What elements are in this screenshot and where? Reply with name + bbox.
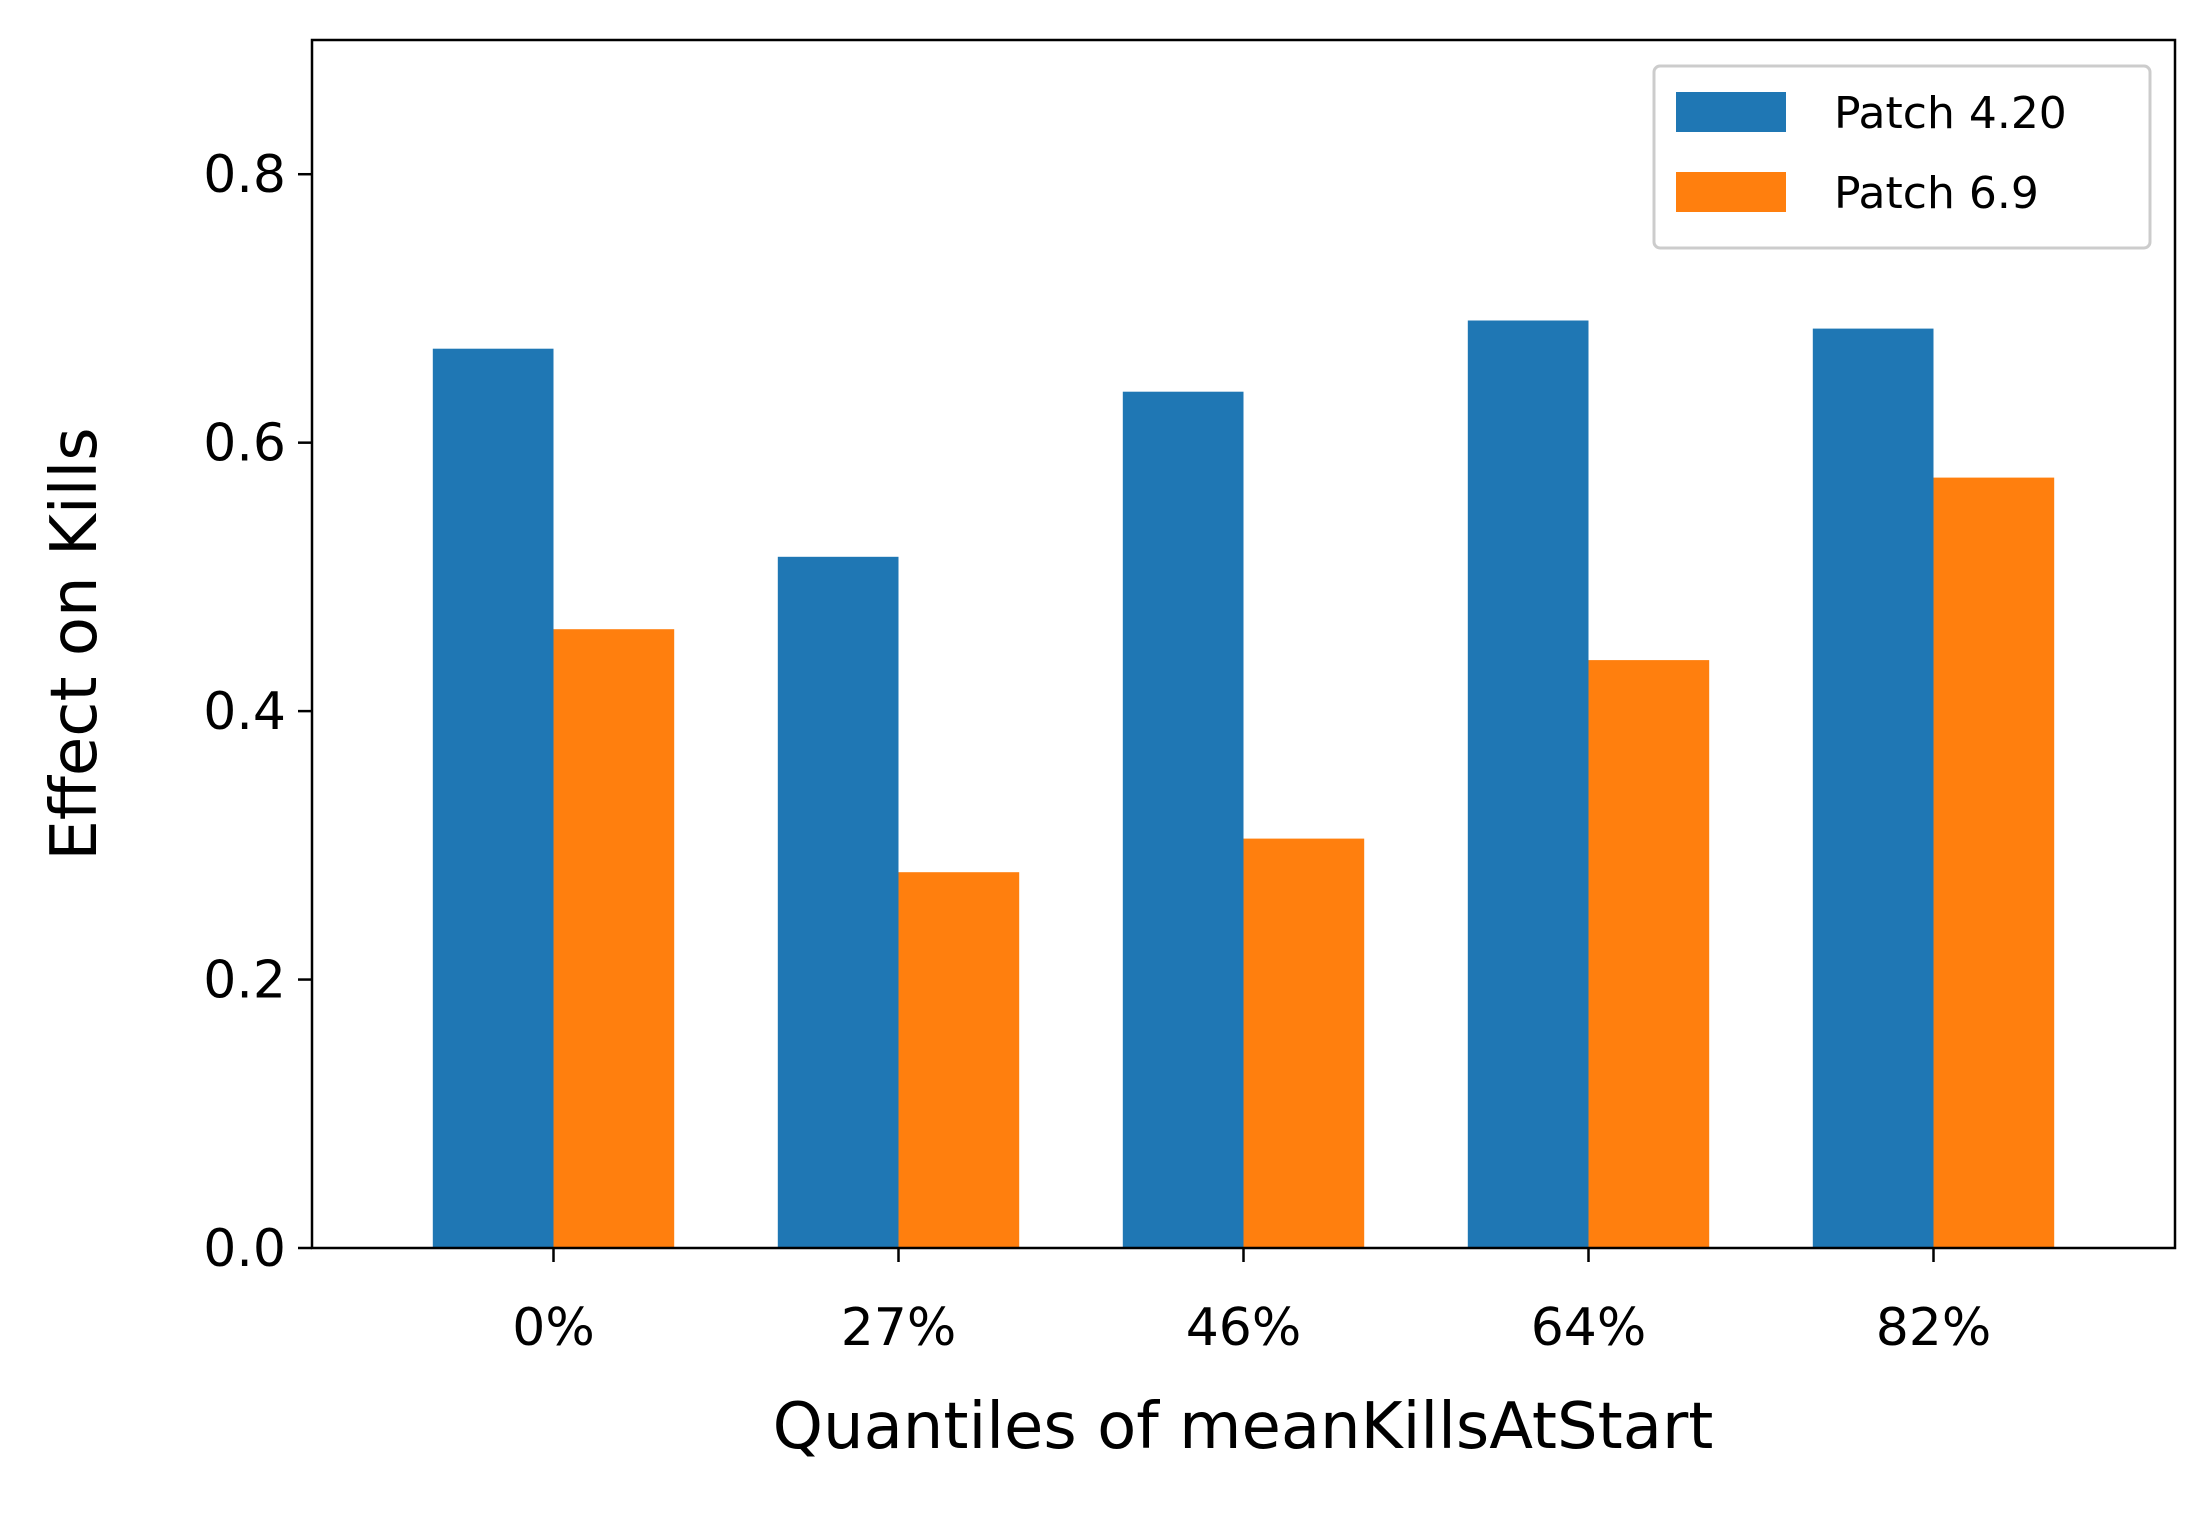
- legend-swatch-1: [1676, 92, 1786, 132]
- bar-series2-2: [898, 872, 1020, 1248]
- x-tick-label-5: 82%: [1876, 1298, 1992, 1358]
- bars-layer: [432, 320, 2055, 1249]
- legend-label-2: Patch 6.9: [1834, 168, 2039, 219]
- x-tick-label-3: 46%: [1186, 1298, 1302, 1358]
- bar-series2-3: [1243, 838, 1365, 1248]
- bar-series1-5: [1812, 328, 1934, 1249]
- y-tick-label-4: 0.6: [203, 414, 286, 474]
- y-tick-label-2: 0.2: [203, 951, 286, 1011]
- legend-swatch-2: [1676, 172, 1786, 212]
- y-tick-label-1: 0.0: [203, 1219, 286, 1279]
- bar-series1-4: [1467, 320, 1589, 1248]
- bar-series2-5: [1933, 477, 2055, 1249]
- y-axis-label: Effect on Kills: [38, 427, 112, 860]
- bar-series1-3: [1122, 391, 1244, 1248]
- bar-series1-2: [777, 556, 899, 1248]
- legend-label-1: Patch 4.20: [1834, 88, 2067, 139]
- y-tick-label-5: 0.8: [203, 145, 286, 205]
- bar-series2-4: [1588, 660, 1710, 1248]
- x-tick-label-1: 0%: [512, 1298, 595, 1358]
- x-tick-label-4: 64%: [1531, 1298, 1647, 1358]
- y-tick-label-3: 0.4: [203, 682, 286, 742]
- bar-series1-1: [432, 348, 554, 1248]
- x-tick-label-2: 27%: [841, 1298, 957, 1358]
- x-axis-label: Quantiles of meanKillsAtStart: [773, 1390, 1714, 1464]
- axes-layer: 0.0 0.2 0.4 0.6 0.8 0% 27% 46% 64% 82%: [203, 38, 2177, 1358]
- legend: Patch 4.20 Patch 6.9: [1652, 64, 2152, 250]
- bar-series2-1: [553, 629, 675, 1248]
